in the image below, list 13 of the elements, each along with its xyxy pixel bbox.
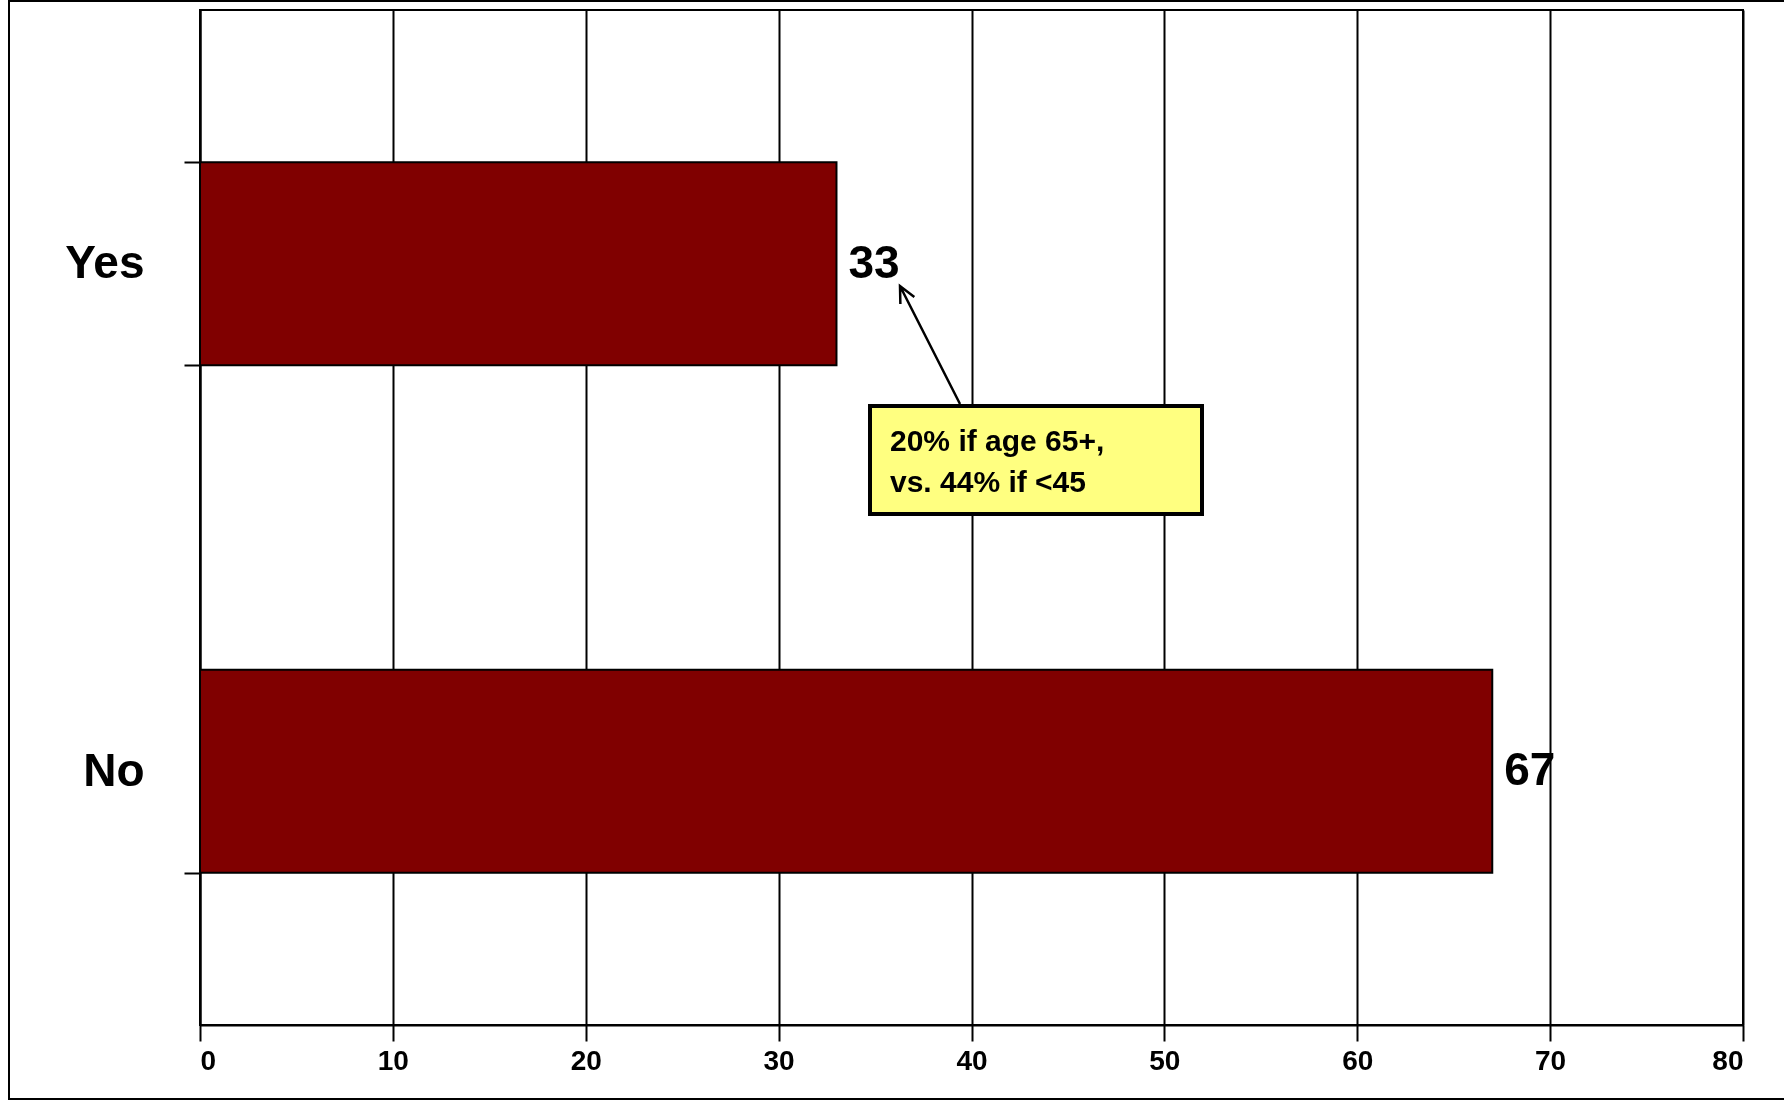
x-tick-label: 70 <box>1535 1044 1567 1076</box>
y-tick-label: Yes <box>65 236 145 289</box>
x-tick-label: 40 <box>956 1044 988 1076</box>
x-tick-label: 30 <box>763 1044 795 1076</box>
x-tick-label: 60 <box>1342 1044 1374 1076</box>
data-label: 33 <box>848 235 900 288</box>
x-tick-label: 10 <box>377 1044 409 1076</box>
x-tick-label: 20 <box>570 1044 602 1076</box>
x-tick-label: 0 <box>200 1044 217 1076</box>
callout-box: 20% if age 65+, vs. 44% if <45 <box>868 404 1204 516</box>
y-tick-label: No <box>83 743 145 796</box>
x-tick-label: 50 <box>1149 1044 1181 1076</box>
x-tick-label: 80 <box>1712 1044 1744 1076</box>
